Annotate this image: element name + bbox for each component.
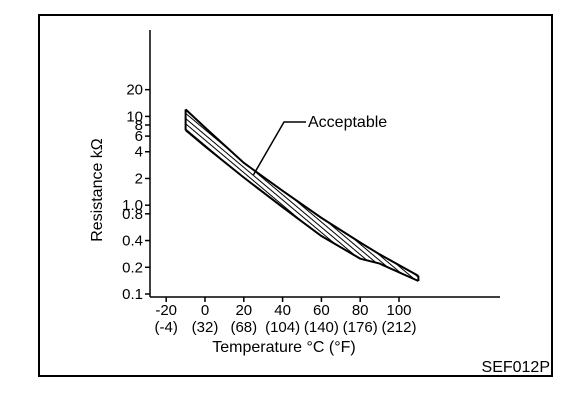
x-tick-label-celsius: 100: [386, 302, 411, 319]
x-tick-label-fahrenheit: (32): [192, 319, 219, 336]
y-tick-label: 6: [135, 128, 143, 145]
lower-limit-line: [184, 129, 419, 282]
upper-limit-line: [184, 108, 419, 277]
x-tick-label-celsius: 60: [313, 302, 330, 319]
x-tick-label-celsius: 40: [274, 302, 291, 319]
acceptable-band: [185, 109, 419, 282]
y-tick-label: 8: [135, 117, 143, 134]
x-tick-label-fahrenheit: (-4): [155, 319, 178, 336]
y-tick-label: 0.1: [122, 286, 143, 303]
y-tick-label: 2: [135, 170, 143, 187]
x-tick-label-celsius: 0: [201, 302, 209, 319]
x-tick-label-fahrenheit: (104): [265, 319, 300, 336]
y-tick-label: 0.8: [122, 206, 143, 223]
x-tick-label-fahrenheit: (176): [343, 319, 378, 336]
annotation-leader-line: [252, 121, 306, 176]
x-tick-label-celsius: 20: [235, 302, 252, 319]
figure-frame: [38, 14, 553, 377]
annotation-label: Acceptable: [308, 114, 387, 131]
y-tick-label: 0.2: [122, 259, 143, 276]
x-axis-title: Temperature °C (°F): [212, 339, 356, 356]
y-tick-label: 10: [126, 108, 143, 125]
figure-code: SEF012P: [482, 359, 550, 376]
x-tick-label-celsius: -20: [155, 302, 177, 319]
annotation-group: Acceptable: [252, 114, 387, 176]
y-tick-label: 4: [135, 144, 143, 161]
y-tick-label: 1.0: [122, 197, 143, 214]
x-tick-label-fahrenheit: (212): [381, 319, 416, 336]
y-tick-label: 20: [126, 82, 143, 99]
x-tick-label-fahrenheit: (140): [304, 319, 339, 336]
x-tick-label-fahrenheit: (68): [230, 319, 257, 336]
x-tick-label-celsius: 80: [352, 302, 369, 319]
series-acceptable: [184, 108, 420, 282]
x-axis: -20(-4) 0(32) 20(68) 40(104) 60(140) 80(176) 1…: [150, 296, 500, 336]
y-axis-title: Resistance kΩ: [89, 138, 106, 242]
y-tick-label: 0.4: [122, 233, 143, 250]
